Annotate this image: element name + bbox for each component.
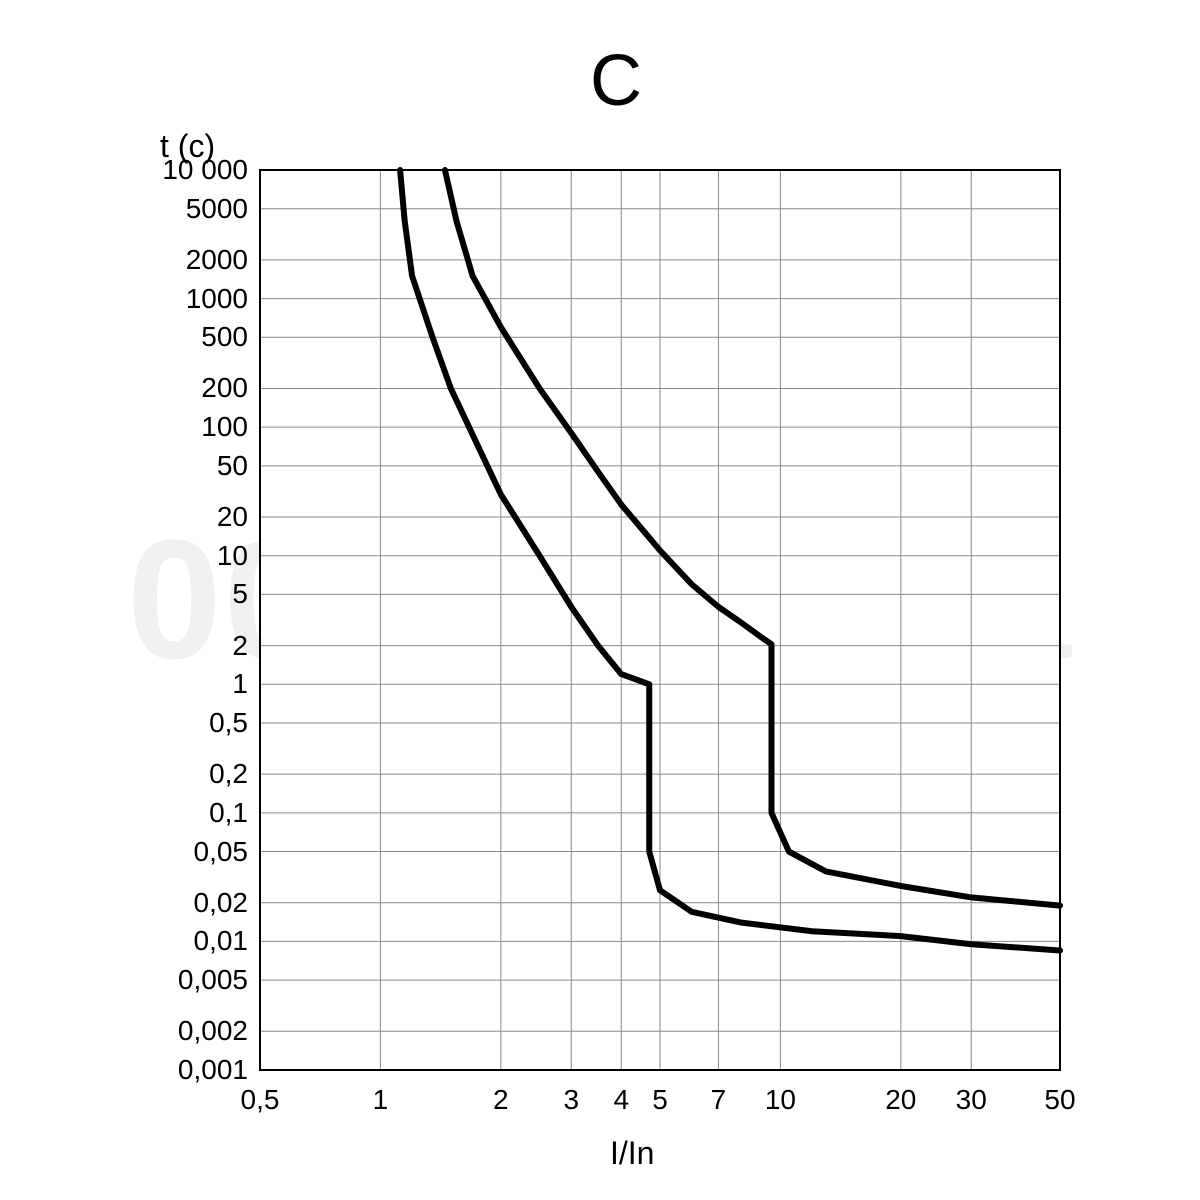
y-tick-label: 2 — [232, 630, 248, 662]
x-tick-label: 20 — [885, 1084, 916, 1116]
y-tick-label: 5000 — [186, 193, 248, 225]
x-tick-label: 1 — [373, 1084, 389, 1116]
y-tick-label: 0,002 — [178, 1015, 248, 1047]
y-tick-label: 0,2 — [209, 758, 248, 790]
y-tick-label: 20 — [217, 501, 248, 533]
x-tick-label: 2 — [493, 1084, 509, 1116]
y-tick-label: 0,005 — [178, 964, 248, 996]
x-tick-label: 30 — [956, 1084, 987, 1116]
chart-title: C — [590, 40, 642, 122]
y-tick-label: 500 — [201, 321, 248, 353]
y-tick-label: 0,01 — [194, 925, 249, 957]
y-tick-label: 2000 — [186, 244, 248, 276]
y-tick-label: 0,05 — [194, 836, 249, 868]
y-tick-label: 100 — [201, 411, 248, 443]
y-tick-label: 5 — [232, 578, 248, 610]
y-tick-label: 0,001 — [178, 1054, 248, 1086]
y-tick-label: 1000 — [186, 283, 248, 315]
x-tick-label: 0,5 — [241, 1084, 280, 1116]
y-tick-label: 0,1 — [209, 797, 248, 829]
y-tick-label: 10 000 — [162, 154, 248, 186]
y-tick-label: 1 — [232, 668, 248, 700]
x-tick-label: 10 — [765, 1084, 796, 1116]
x-axis-title: I/In — [610, 1135, 654, 1172]
y-tick-label: 0,5 — [209, 707, 248, 739]
x-tick-label: 7 — [711, 1084, 727, 1116]
x-tick-label: 4 — [613, 1084, 629, 1116]
y-tick-label: 10 — [217, 540, 248, 572]
x-tick-label: 50 — [1044, 1084, 1075, 1116]
y-tick-label: 200 — [201, 372, 248, 404]
y-tick-label: 0,02 — [194, 887, 249, 919]
y-tick-label: 50 — [217, 450, 248, 482]
x-tick-label: 5 — [652, 1084, 668, 1116]
chart-container: 001.com.ua C t (c) I/In 10 0005000200010… — [0, 0, 1200, 1200]
x-tick-label: 3 — [563, 1084, 579, 1116]
